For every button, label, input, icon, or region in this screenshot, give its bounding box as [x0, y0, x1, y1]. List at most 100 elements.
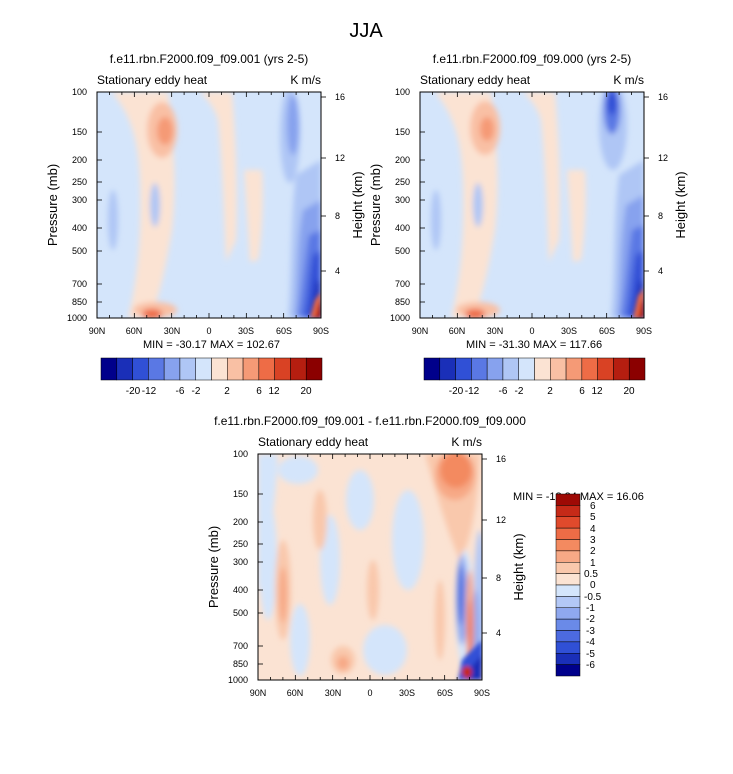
x-tick: 30N	[164, 326, 181, 336]
colorbar-label: 2	[590, 546, 596, 557]
panel1-ylabel-right: Height (km)	[350, 171, 365, 238]
colorbar-cell	[555, 653, 581, 665]
y-tick: 300	[233, 557, 248, 567]
y-tick: 500	[72, 246, 87, 256]
colorbar-cell	[486, 357, 504, 381]
colorbar-label: -6	[176, 386, 185, 397]
y-tick: 200	[72, 155, 87, 165]
colorbar-cell	[565, 357, 583, 381]
panel1-xticks: 90N 60N 30N 0 30S 60S 90S	[89, 326, 329, 336]
y-tick: 700	[72, 279, 87, 289]
colorbar-cell	[581, 357, 598, 381]
colorbar-label: -0.5	[584, 592, 602, 603]
y-tick: 150	[395, 127, 410, 137]
colorbar-label: -2	[515, 386, 524, 397]
height-tick: 8	[335, 211, 340, 221]
panel3-yticks: 100 150 200 250 300 400 500 700 850 1000	[228, 449, 248, 685]
colorbar-cell	[518, 357, 535, 381]
colorbar-cell	[555, 618, 581, 631]
height-tick: 8	[496, 573, 501, 583]
y-tick: 850	[395, 297, 410, 307]
panel3: f.e11.rbn.F2000.f09_f09.001 - f.e11.rbn.…	[206, 414, 644, 698]
colorbar-cell	[555, 607, 581, 620]
colorbar-cell	[555, 516, 581, 529]
x-tick: 30N	[325, 688, 342, 698]
panel2-field	[420, 92, 644, 318]
x-tick: 0	[367, 688, 372, 698]
x-tick: 90N	[412, 326, 429, 336]
panel3-title: f.e11.rbn.F2000.f09_f09.001 - f.e11.rbn.…	[214, 414, 526, 428]
colorbar-cell	[555, 550, 581, 563]
panel1-field	[97, 92, 321, 318]
panel2-colorbar: -20 -12 -6 -2 2 6 12 20	[423, 357, 646, 397]
colorbar-cell	[423, 357, 441, 381]
y-tick: 150	[72, 127, 87, 137]
colorbar-label: 1	[590, 558, 596, 569]
y-tick: 700	[233, 641, 248, 651]
x-tick: 30S	[399, 688, 415, 698]
panel1: f.e11.rbn.F2000.f09_f09.001 (yrs 2-5) St…	[45, 52, 365, 397]
colorbar-label: 20	[300, 386, 312, 397]
panel3-colorbar: 6 5 4 3 2 1 0.5 0 -0.5 -1 -2 -3 -4 -5 -6	[555, 493, 602, 677]
panel2-height-ticks: 16 12 8 4	[658, 92, 668, 276]
colorbar-cell	[550, 357, 567, 381]
panel1-minmax: MIN = -30.17 MAX = 102.67	[143, 339, 280, 351]
panel3-subtitle-right: K m/s	[451, 435, 482, 449]
y-tick: 300	[395, 195, 410, 205]
panel1-subtitle-right: K m/s	[290, 73, 321, 87]
colorbar-cell	[455, 357, 472, 381]
colorbar-cell	[555, 539, 581, 552]
colorbar-label: -4	[586, 637, 595, 648]
x-tick: 30S	[561, 326, 577, 336]
colorbar-cell	[195, 357, 212, 381]
panel1-colorbar-cells	[100, 357, 323, 381]
panel3-subtitle-left: Stationary eddy heat	[258, 435, 369, 449]
colorbar-label: -20	[126, 386, 141, 397]
panel1-colorbar: -20 -12 -6 -2 2 6 12 20	[100, 357, 323, 397]
colorbar-cell	[555, 573, 581, 586]
colorbar-cell	[502, 357, 519, 381]
x-tick: 90S	[313, 326, 329, 336]
colorbar-cell	[555, 630, 581, 643]
x-tick: 60N	[287, 688, 304, 698]
panel2-colorbar-cells	[423, 357, 646, 381]
colorbar-cell	[555, 505, 581, 518]
colorbar-label: 6	[579, 386, 585, 397]
panel3-field	[258, 454, 482, 680]
height-tick: 16	[658, 92, 668, 102]
panel2-ylabel: Pressure (mb)	[368, 164, 383, 246]
panel2: f.e11.rbn.F2000.f09_f09.000 (yrs 2-5) St…	[368, 52, 688, 397]
colorbar-cell	[258, 357, 275, 381]
x-tick: 60S	[276, 326, 292, 336]
x-tick: 0	[529, 326, 534, 336]
x-tick: 90S	[636, 326, 652, 336]
x-tick: 60S	[599, 326, 615, 336]
height-tick: 12	[335, 153, 345, 163]
colorbar-label: 0	[590, 580, 596, 591]
y-tick: 1000	[390, 313, 410, 323]
colorbar-cell	[597, 357, 614, 381]
panel2-ylabel-right: Height (km)	[673, 171, 688, 238]
panel1-subtitle-left: Stationary eddy heat	[97, 73, 208, 87]
colorbar-label: 0.5	[584, 569, 598, 580]
colorbar-cell	[534, 357, 551, 381]
colorbar-label: -2	[192, 386, 201, 397]
y-tick: 100	[72, 87, 87, 97]
height-tick: 4	[496, 628, 501, 638]
colorbar-cell	[471, 357, 488, 381]
y-tick: 200	[395, 155, 410, 165]
y-tick: 400	[395, 223, 410, 233]
panel1-title: f.e11.rbn.F2000.f09_f09.001 (yrs 2-5)	[110, 52, 309, 66]
colorbar-label: -3	[586, 626, 595, 637]
y-tick: 300	[72, 195, 87, 205]
colorbar-cell	[613, 357, 630, 381]
colorbar-cell	[100, 357, 118, 381]
y-tick: 850	[233, 659, 248, 669]
panel2-xticks: 90N 60N 30N 0 30S 60S 90S	[412, 326, 652, 336]
y-tick: 500	[395, 246, 410, 256]
colorbar-label: 5	[590, 512, 596, 523]
panel3-ylabel: Pressure (mb)	[206, 526, 221, 608]
panel1-yticks: 100 150 200 250 300 400 500 700 850 1000	[67, 87, 87, 323]
colorbar-cell	[628, 357, 646, 381]
y-tick: 250	[72, 177, 87, 187]
